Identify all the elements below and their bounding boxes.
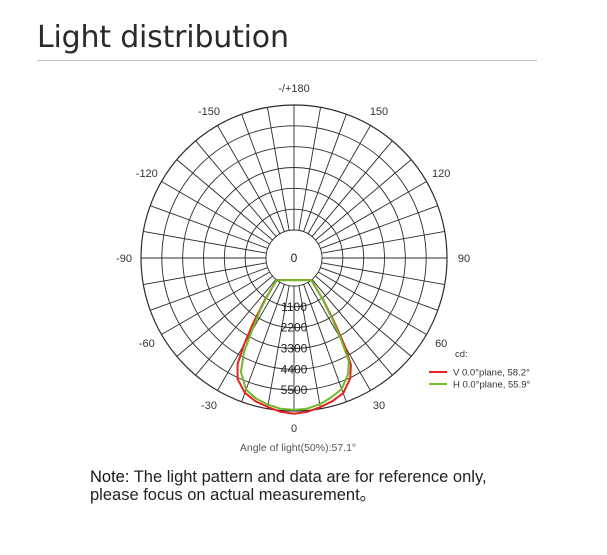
grid-spoke [176, 275, 273, 357]
legend-unit: cd: [455, 349, 468, 360]
grid-spoke [303, 284, 347, 402]
grid-spoke [321, 230, 445, 254]
angle-tick-labels: -/+180 150 120 90 60 30 0 -30 -60 -90 -120 -150 [116, 83, 470, 435]
note-label: Note: [90, 468, 130, 486]
grid-spoke [266, 285, 290, 409]
grid-spoke [143, 262, 267, 286]
radial-tick-labels: 1100 2200 3300 4400 5500 0 [281, 251, 308, 397]
grid-spoke [321, 262, 445, 286]
grid-spoke [266, 107, 290, 231]
angle-tick-label: 0 [291, 423, 297, 435]
intensity-curve [239, 279, 350, 411]
angle-tick-label: 150 [370, 106, 388, 118]
grid-spoke [320, 205, 438, 249]
angle-tick-label: -150 [198, 106, 220, 118]
grid-spoke [217, 125, 281, 234]
note-line-2: please focus on actual measurement。 [90, 486, 377, 504]
grid-spoke [161, 181, 270, 245]
grid-spoke [318, 271, 427, 335]
legend: cd: V 0.0°plane, 58.2°H 0.0°plane, 55.9° [429, 349, 531, 391]
radial-tick-label: 3300 [281, 342, 308, 356]
grid-spoke [161, 271, 270, 335]
grid-spoke [150, 205, 268, 249]
angle-tick-label: -30 [201, 400, 217, 412]
note: Note: The light pattern and data are for… [90, 468, 580, 504]
grid-spoke [320, 267, 438, 311]
grid-spoke [195, 140, 277, 237]
intensity-curves [236, 279, 352, 415]
grid-spoke [176, 159, 273, 241]
radial-tick-label: 1100 [281, 300, 307, 314]
legend-entry: V 0.0°plane, 58.2° [453, 368, 530, 379]
radial-tick-label: 4400 [281, 362, 308, 376]
radial-tick-label: 2200 [281, 321, 308, 335]
angle-tick-label: 60 [435, 338, 447, 350]
grid-spoke [150, 267, 268, 311]
legend-entry: H 0.0°plane, 55.9° [453, 380, 531, 391]
grid-spoke [298, 107, 322, 231]
angle-tick-label: -120 [136, 168, 158, 180]
beam-angle-caption: Angle of light(50%):57.1° [240, 442, 356, 454]
page-title: Light distribution [37, 20, 289, 55]
grid-spoke [315, 275, 412, 357]
grid-spoke [303, 114, 347, 232]
grid-spoke [195, 279, 277, 376]
radial-tick-label: 0 [291, 251, 298, 265]
angle-tick-label: -90 [116, 253, 132, 265]
grid-spoke [298, 285, 322, 409]
grid-spoke [318, 181, 427, 245]
note-line-1: The light pattern and data are for refer… [129, 468, 487, 486]
polar-chart: 1100 2200 3300 4400 5500 0 -/+180 150 120 90 60 30… [116, 83, 531, 454]
polar-grid [140, 104, 448, 412]
grid-spoke [315, 159, 412, 241]
angle-tick-label: 120 [432, 168, 450, 180]
grid-spoke [311, 279, 393, 376]
angle-tick-label: 90 [458, 253, 470, 265]
angle-tick-label: 30 [373, 400, 385, 412]
grid-spoke [311, 140, 393, 237]
radial-tick-label: 5500 [281, 383, 308, 397]
grid-spoke [241, 114, 285, 232]
grid-spoke [307, 125, 371, 234]
grid-spoke [241, 284, 285, 402]
grid-spoke [143, 230, 267, 254]
angle-tick-label: -60 [139, 338, 155, 350]
title-divider [37, 60, 537, 61]
angle-tick-label: -/+180 [278, 83, 310, 95]
